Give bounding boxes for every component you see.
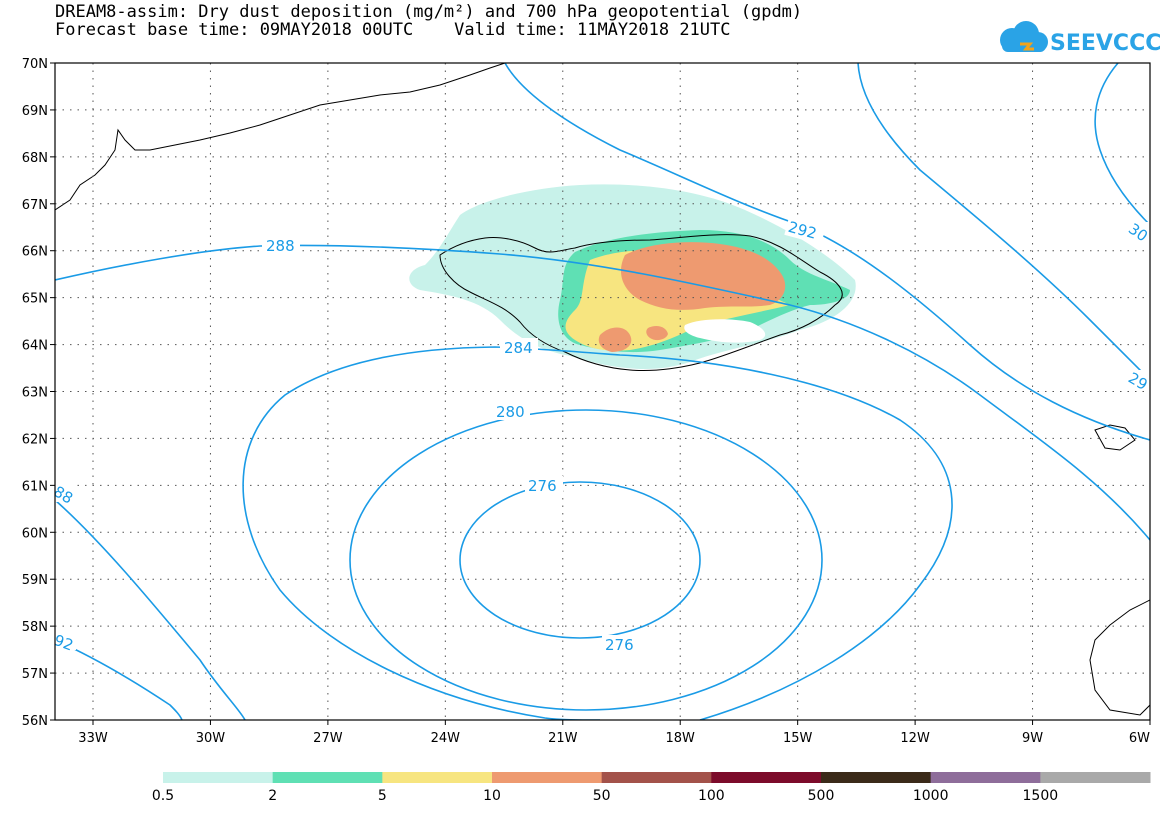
colorbar-swatch <box>382 772 493 783</box>
colorbar-label: 500 <box>808 788 835 804</box>
colorbar-label: 1500 <box>1023 788 1059 804</box>
lon-label: 6W <box>1129 731 1150 746</box>
lat-label: 66N <box>22 245 48 260</box>
lat-label: 61N <box>22 479 48 494</box>
colorbar-label: 2 <box>268 788 277 804</box>
lat-label: 63N <box>22 386 48 401</box>
colorbar-label: 50 <box>593 788 611 804</box>
contour-label-276-bottom: 276 <box>605 636 634 654</box>
lat-label: 64N <box>22 339 48 354</box>
colorbar-swatch <box>1040 772 1151 783</box>
colorbar-swatch <box>163 772 274 783</box>
dust-level-10 <box>620 242 786 310</box>
contour-label-288: 288 <box>266 237 295 255</box>
colorbar: 0.5 2 5 10 50 100 500 1000 1500 <box>152 772 1151 804</box>
colorbar-label: 5 <box>378 788 387 804</box>
contour-label-284: 284 <box>504 339 533 357</box>
dust-deposition-field <box>409 184 856 369</box>
colorbar-label: 100 <box>698 788 725 804</box>
colorbar-label: 0.5 <box>152 788 174 804</box>
logo-text: SEEVCCC <box>1050 31 1160 56</box>
contour-280 <box>349 409 823 711</box>
lat-label: 62N <box>22 432 48 447</box>
colorbar-swatch <box>821 772 932 783</box>
lon-label: 24W <box>431 731 461 746</box>
contour-284 <box>242 346 953 720</box>
contour-288-sw <box>55 499 246 720</box>
colorbar-label: 1000 <box>913 788 949 804</box>
lat-label: 60N <box>22 526 48 541</box>
longitude-labels: 33W 30W 27W 24W 21W 18W 15W 12W 9W 6W <box>78 720 1151 746</box>
contour-label-292-edge: 92 <box>52 631 76 654</box>
iceland-coast <box>439 234 843 371</box>
dust-level-10-south <box>598 327 632 352</box>
dust-clear-patch <box>684 319 766 343</box>
lon-label: 21W <box>548 731 578 746</box>
lat-label: 65N <box>22 292 48 307</box>
lat-label: 68N <box>22 151 48 166</box>
lon-label: 9W <box>1022 731 1043 746</box>
colorbar-swatch <box>711 772 822 783</box>
lat-label: 69N <box>22 104 48 119</box>
lat-label: 70N <box>22 57 48 72</box>
lat-lon-grid <box>55 63 1150 720</box>
cloud-icon <box>1000 21 1048 52</box>
colorbar-label: 10 <box>483 788 501 804</box>
lon-label: 12W <box>900 731 930 746</box>
colorbar-swatch <box>601 772 712 783</box>
lat-label: 56N <box>22 714 48 729</box>
colorbar-swatch <box>492 772 603 783</box>
seevccc-logo: SEEVCCC <box>1000 21 1160 56</box>
lon-label: 18W <box>666 731 696 746</box>
latitude-labels: 70N 69N 68N 67N 66N 65N 64N 63N 62N 61N 60N 59N 58N 5… <box>22 57 55 729</box>
colorbar-swatch <box>930 772 1041 783</box>
map-title: DREAM8-assim: Dry dust deposition (mg/m²… <box>55 2 803 22</box>
contour-276 <box>459 481 701 639</box>
contour-labels: 288 292 284 280 276 276 88 92 30 29 <box>52 217 1150 654</box>
contour-label-280: 280 <box>496 403 525 421</box>
faroe-coast <box>1094 424 1136 451</box>
contour-300 <box>1094 63 1150 226</box>
colorbar-swatch <box>272 772 383 783</box>
lon-label: 30W <box>196 731 226 746</box>
lon-label: 33W <box>78 731 108 746</box>
lat-label: 58N <box>22 620 48 635</box>
map-subtitle-times: Forecast base time: 09MAY2018 00UTC Vali… <box>55 20 731 40</box>
contour-label-276-top: 276 <box>528 477 557 495</box>
lon-label: 27W <box>313 731 343 746</box>
lat-label: 67N <box>22 198 48 213</box>
greenland-coast <box>55 63 506 211</box>
contour-288 <box>55 244 1150 541</box>
lat-label: 57N <box>22 667 48 682</box>
contour-296 <box>857 63 1150 381</box>
contour-292-sw <box>55 639 183 720</box>
coastlines <box>55 63 1150 716</box>
dust-level-10-patch <box>646 326 668 341</box>
scotland-coast <box>1089 599 1150 716</box>
lat-label: 59N <box>22 573 48 588</box>
lon-label: 15W <box>783 731 813 746</box>
